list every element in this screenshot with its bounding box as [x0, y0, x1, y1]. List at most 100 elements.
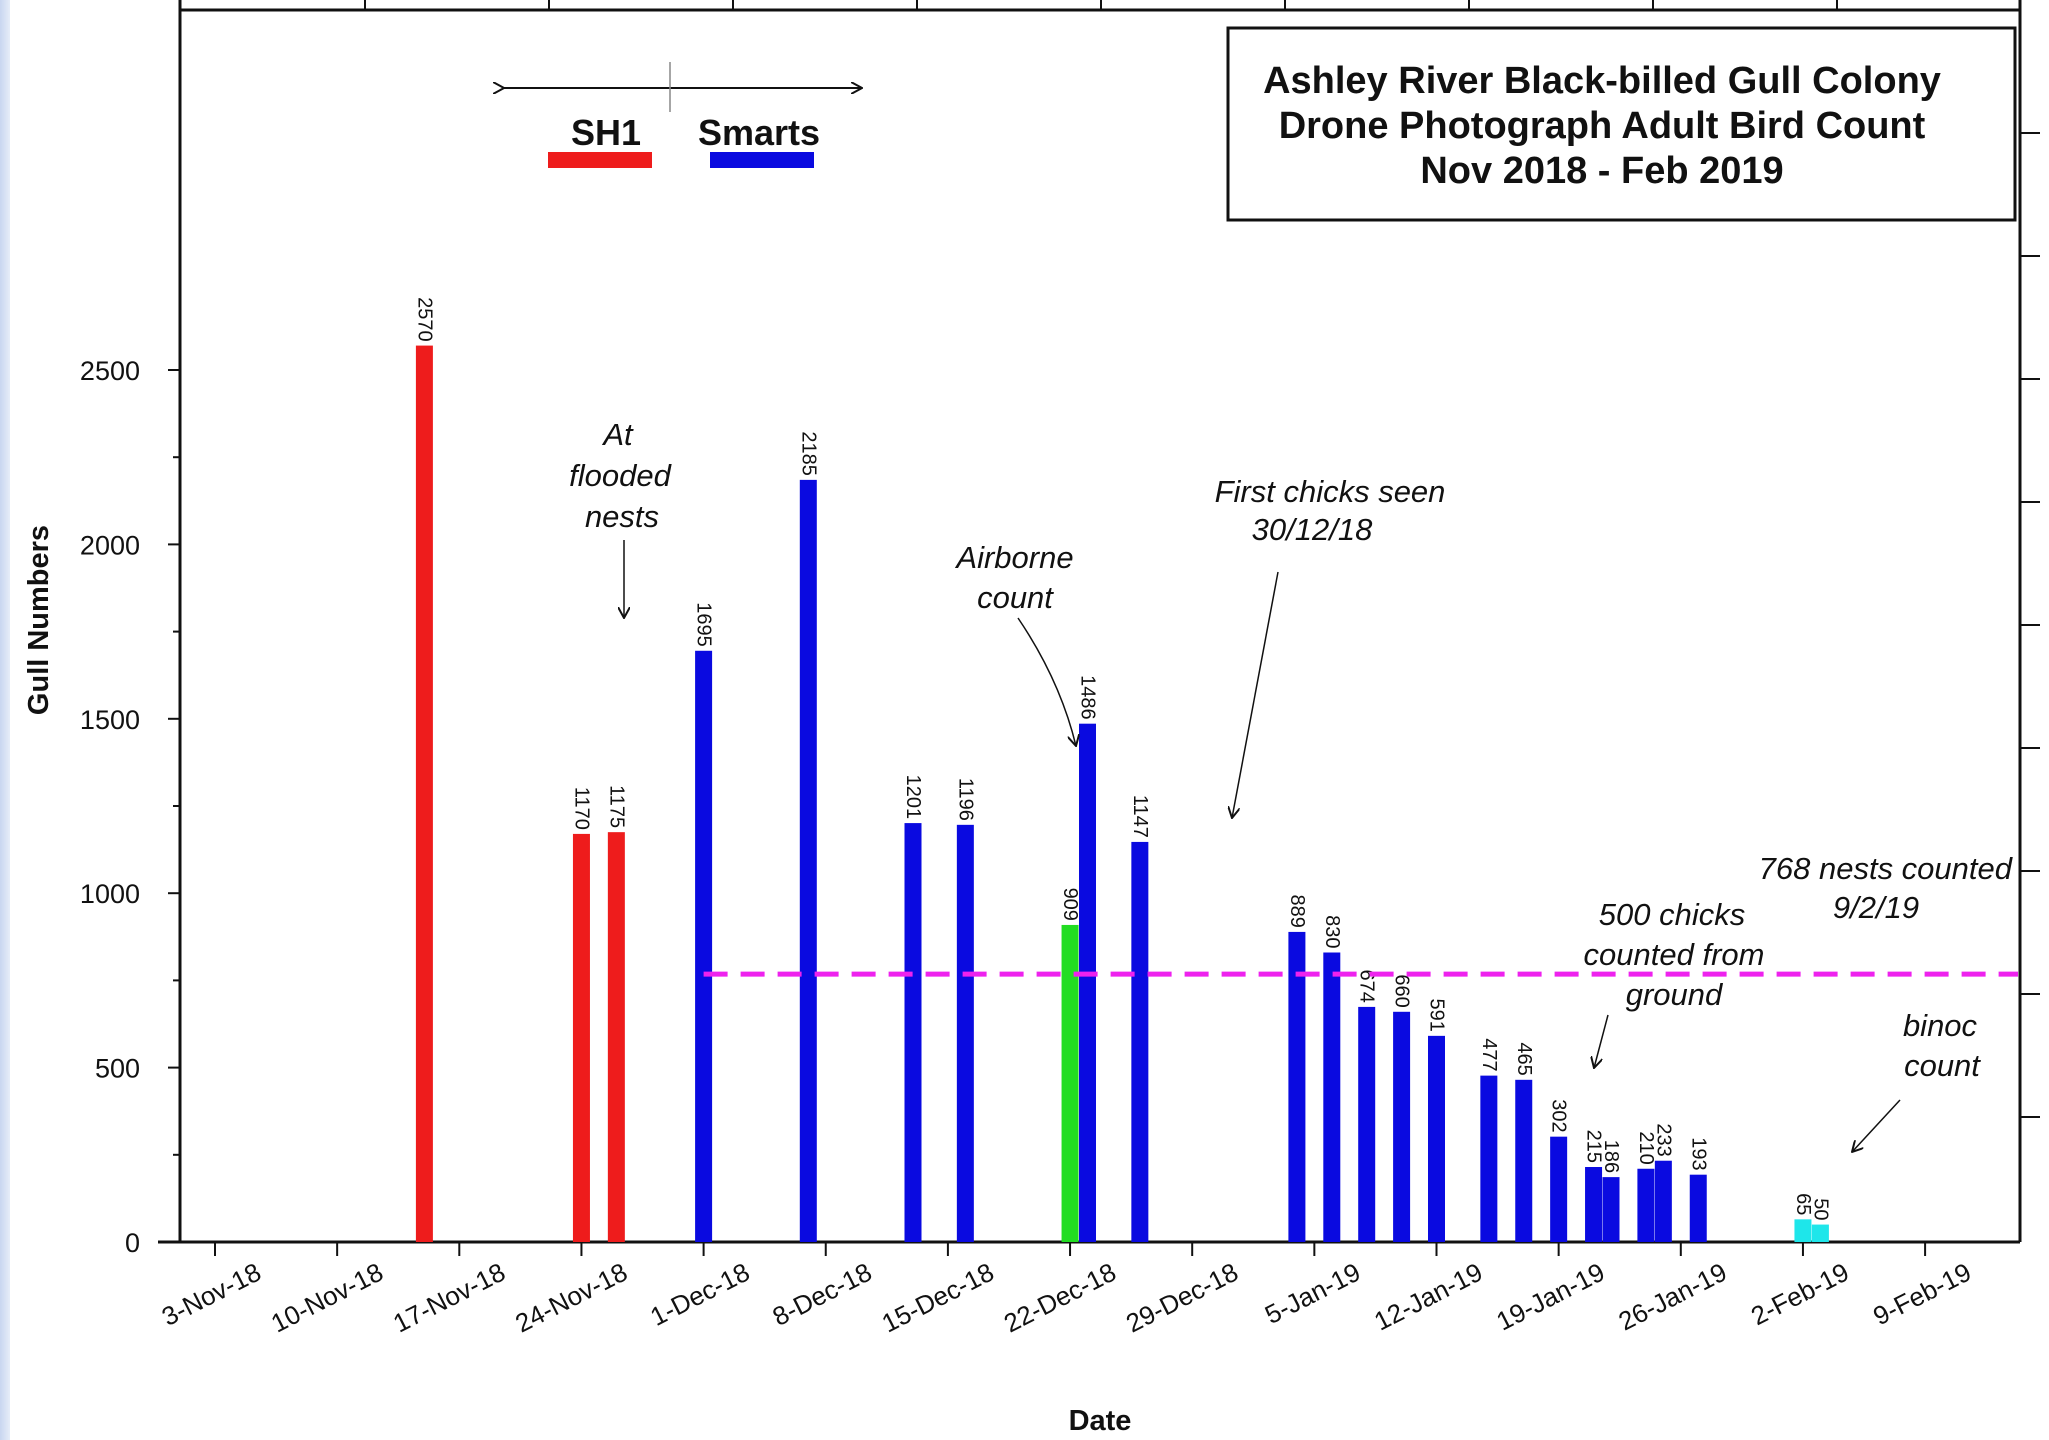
x-tick-label: 9-Feb-19: [1868, 1257, 1976, 1332]
annotation-flooded-line-2: flooded: [569, 458, 672, 493]
x-tick-label: 22-Dec-18: [999, 1257, 1121, 1339]
x-tick-label: 12-Jan-19: [1369, 1257, 1487, 1337]
y-tick-label: 1000: [80, 879, 140, 909]
bar: [1358, 1007, 1375, 1242]
bar-value-label: 1170: [570, 787, 592, 830]
x-tick-label: 5-Jan-19: [1260, 1257, 1365, 1330]
y-axis: 0 500 1000 1500 2000 2500: [80, 356, 180, 1258]
x-tick-label: 29-Dec-18: [1121, 1257, 1243, 1339]
chart-title-box: Ashley River Black-billed Gull Colony Dr…: [1228, 28, 2015, 220]
bar-value-label: 2185: [797, 431, 819, 476]
y-tick-label: 1500: [80, 705, 140, 735]
x-tick-label: 15-Dec-18: [877, 1257, 999, 1339]
bar-value-label: 909: [1059, 888, 1081, 921]
y-tick-label: 2500: [80, 356, 140, 386]
annotation-first-chicks: First chicks seen 30/12/18: [1215, 474, 1446, 818]
bar-value-label: 830: [1321, 915, 1343, 948]
annotation-airborne-arrow: [1018, 618, 1076, 746]
bar: [1428, 1036, 1445, 1242]
bar: [1515, 1080, 1532, 1242]
bar: [1585, 1167, 1602, 1242]
chart-title-line-2: Drone Photograph Adult Bird Count: [1279, 105, 1926, 147]
x-tick-label: 19-Jan-19: [1491, 1257, 1609, 1337]
annotation-flooded-line-1: At: [601, 417, 634, 452]
bar: [1603, 1177, 1620, 1242]
bar-value-label: 477: [1478, 1038, 1500, 1071]
annotation-airborne-line-1: Airborne: [954, 540, 1073, 575]
bar-value-label: 1147: [1129, 795, 1151, 838]
y-tick-label: 500: [95, 1054, 140, 1084]
bar-value-label: 591: [1426, 998, 1448, 1031]
bar-value-label: 1695: [693, 602, 715, 647]
bar-value-label: 2570: [413, 297, 435, 342]
legend: SH1 Smarts: [504, 62, 862, 168]
bar: [905, 823, 922, 1242]
x-tick-label: 24-Nov-18: [510, 1257, 632, 1339]
left-edge-strip: [0, 0, 10, 1440]
x-axis-title: Date: [1069, 1405, 1132, 1437]
bar-value-label: 1201: [902, 775, 924, 820]
annotation-airborne: Airborne count: [954, 540, 1076, 746]
x-axis: 3-Nov-18 10-Nov-18 17-Nov-18 24-Nov-18 1-Dec…: [157, 1242, 1976, 1338]
y-tick-label: 2000: [80, 530, 140, 560]
annotation-binoc-arrow: [1852, 1100, 1900, 1152]
bar: [1323, 952, 1340, 1242]
bar: [1131, 842, 1148, 1242]
bar-value-label: 193: [1687, 1137, 1709, 1170]
legend-swatch-smarts: [710, 152, 814, 168]
y-axis-title: Gull Numbers: [23, 525, 55, 715]
bar: [608, 832, 625, 1242]
bar-value-label: 1486: [1077, 675, 1099, 720]
bar-value-label: 889: [1286, 895, 1308, 928]
x-tick-label: 3-Nov-18: [157, 1257, 266, 1332]
annotation-flooded-nests: At flooded nests: [569, 417, 672, 618]
bar: [695, 651, 712, 1242]
bar: [800, 480, 817, 1242]
bar-value-label: 186: [1600, 1140, 1622, 1173]
x-tick-label: 8-Dec-18: [768, 1257, 877, 1332]
annotation-nests-line-1: 768 nests counted: [1759, 851, 2014, 886]
bar: [1655, 1161, 1672, 1242]
legend-label-sh1: SH1: [571, 112, 641, 153]
y-tick-label: 0: [125, 1228, 140, 1258]
x-tick-label: 10-Nov-18: [266, 1257, 388, 1339]
bar: [1079, 724, 1096, 1242]
bar-value-label: 50: [1809, 1198, 1831, 1220]
bar: [1812, 1225, 1829, 1242]
annotation-nests-counted: 768 nests counted 9/2/19: [1759, 851, 2014, 925]
annotation-flooded-line-3: nests: [585, 499, 659, 534]
chart-title-line-1: Ashley River Black-billed Gull Colony: [1263, 60, 1941, 102]
bar: [1550, 1137, 1567, 1242]
bar-value-label: 1196: [954, 778, 976, 821]
annotation-chicks-arrow: [1232, 572, 1278, 818]
bar-value-label: 660: [1391, 974, 1413, 1007]
bar-value-label: 302: [1548, 1099, 1570, 1132]
annotation-ground-arrow: [1594, 1015, 1608, 1068]
x-tick-label: 17-Nov-18: [388, 1257, 510, 1339]
bar-value-label: 1175: [605, 785, 627, 828]
bar: [1794, 1219, 1811, 1242]
annotation-binoc-line-1: binoc: [1903, 1008, 1978, 1043]
annotation-ground-line-3: ground: [1626, 977, 1724, 1012]
annotation-ground-line-1: 500 chicks: [1599, 897, 1745, 932]
bar: [1480, 1076, 1497, 1242]
bar: [1288, 932, 1305, 1242]
annotation-binoc-line-2: count: [1904, 1048, 1981, 1083]
bar: [573, 834, 590, 1242]
annotation-airborne-line-2: count: [977, 580, 1054, 615]
bar: [1393, 1012, 1410, 1242]
annotation-chicks-line-2: 30/12/18: [1252, 512, 1373, 547]
annotation-ground-line-2: counted from: [1584, 937, 1765, 972]
annotation-chicks-line-1: First chicks seen: [1215, 474, 1446, 509]
annotation-nests-line-2: 9/2/19: [1833, 890, 1919, 925]
bar: [1637, 1169, 1654, 1242]
bar: [416, 346, 433, 1242]
bar-value-label: 233: [1652, 1123, 1674, 1156]
x-tick-label: 2-Feb-19: [1746, 1257, 1854, 1332]
x-tick-label: 1-Dec-18: [645, 1257, 754, 1332]
chart-title-line-3: Nov 2018 - Feb 2019: [1420, 150, 1783, 192]
annotation-chicks-ground: 500 chicks counted from ground: [1584, 897, 1765, 1068]
annotation-binoc: binoc count: [1852, 1008, 1981, 1152]
bar: [1690, 1175, 1707, 1242]
